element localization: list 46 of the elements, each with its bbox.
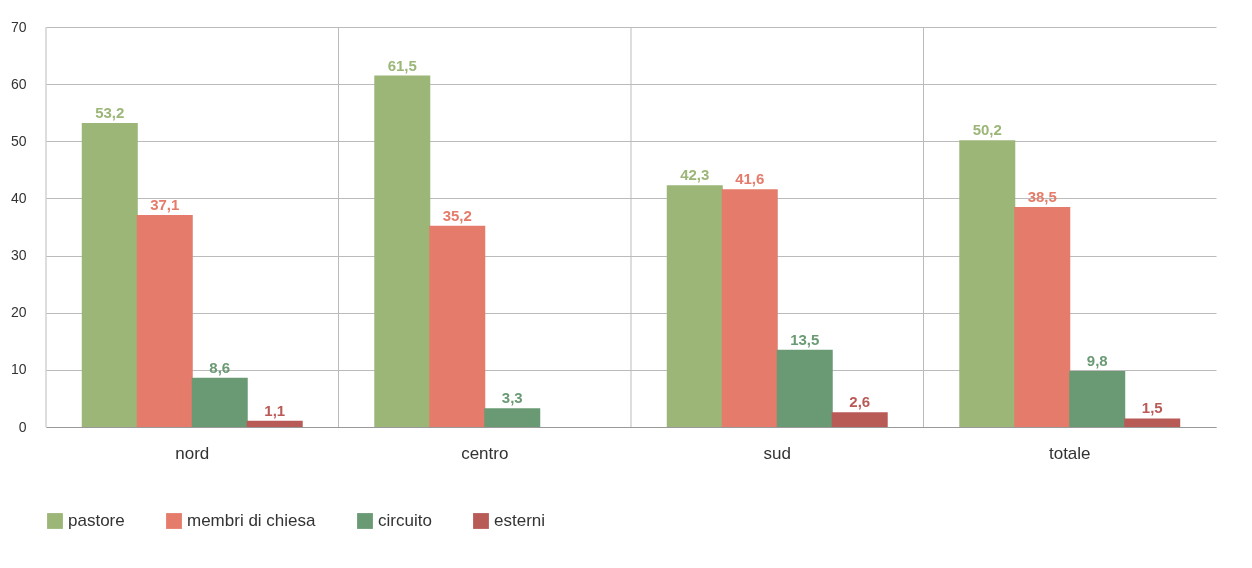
bar xyxy=(374,75,431,427)
bar xyxy=(666,185,723,427)
bar xyxy=(721,189,778,427)
y-tick-label: 50 xyxy=(10,132,27,149)
y-tick-label: 40 xyxy=(10,189,27,206)
x-tick-label: totale xyxy=(1048,443,1091,463)
data-label: 8,6 xyxy=(209,358,231,376)
bar xyxy=(81,123,138,427)
data-label: 37,1 xyxy=(150,196,180,213)
y-tick-label: 0 xyxy=(18,418,27,435)
bar xyxy=(1014,207,1071,427)
y-tick-label: 60 xyxy=(10,75,27,92)
data-label: 13,5 xyxy=(790,330,820,348)
bar xyxy=(1124,418,1181,427)
data-label: 3,3 xyxy=(501,389,523,407)
data-label: 53,2 xyxy=(95,104,125,121)
bar xyxy=(429,225,486,427)
data-label: 50,2 xyxy=(972,121,1002,139)
bar xyxy=(959,140,1016,427)
data-label: 1,5 xyxy=(1141,399,1163,417)
bar xyxy=(484,408,541,427)
bar xyxy=(246,420,303,427)
x-tick-label: nord xyxy=(175,443,210,463)
x-tick-label: centro xyxy=(461,443,509,463)
bar xyxy=(1069,371,1126,427)
bar xyxy=(776,349,833,427)
data-label: 9,8 xyxy=(1086,352,1108,369)
y-tick-label: 10 xyxy=(10,361,27,378)
y-tick-label: 20 xyxy=(10,304,27,321)
legend-label: membri di chiesa xyxy=(187,511,317,530)
bar xyxy=(831,412,888,427)
data-label: 38,5 xyxy=(1027,188,1057,205)
data-label: 42,3 xyxy=(680,166,710,184)
legend-label: circuito xyxy=(378,511,432,530)
x-tick-label: sud xyxy=(763,443,791,463)
bar xyxy=(191,377,248,427)
data-label: 2,6 xyxy=(849,393,871,411)
legend-label: pastore xyxy=(68,511,125,530)
data-label: 1,1 xyxy=(264,401,286,419)
y-tick-label: 70 xyxy=(10,18,27,35)
data-label: 61,5 xyxy=(387,56,417,74)
data-label: 41,6 xyxy=(735,170,765,188)
data-label: 35,2 xyxy=(442,206,472,224)
y-tick-label: 30 xyxy=(10,247,27,264)
bar xyxy=(136,215,193,427)
legend-label: esterni xyxy=(494,511,546,530)
